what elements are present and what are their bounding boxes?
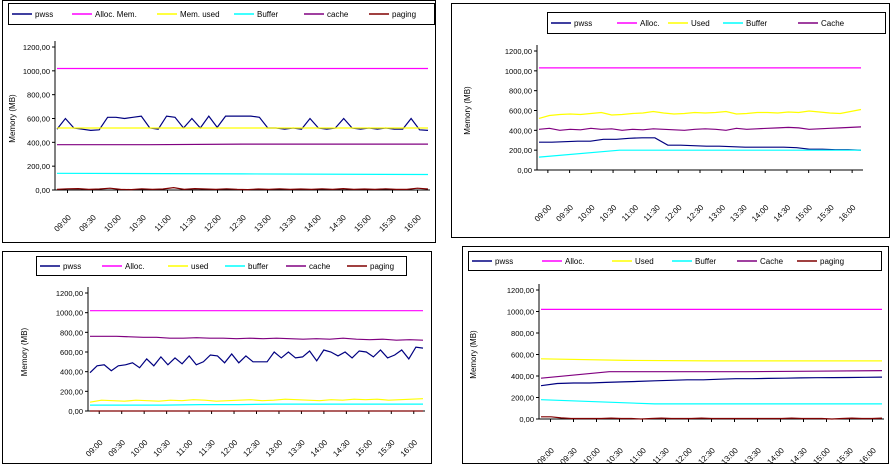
chart-frame — [2, 251, 432, 464]
y-tick-label: 1000,00 — [56, 309, 83, 318]
series-line — [90, 335, 424, 341]
y-tick-label: 400,00 — [60, 368, 83, 377]
series-line — [56, 172, 429, 176]
y-tick-label: 200,00 — [27, 162, 50, 171]
series-line — [540, 376, 883, 387]
y-tick-label: 200,00 — [60, 387, 83, 396]
chart-svg: 0,00 200,00 400,00 600,00 800,00 1000,00 1200,… — [451, 3, 890, 238]
y-axis-label: Memory (MB) — [469, 330, 478, 379]
legend-label: Buffer — [257, 10, 279, 19]
legend-label: Cache — [760, 257, 784, 266]
legend-label: used — [191, 262, 208, 271]
y-tick-label: 800,00 — [27, 91, 50, 100]
y-tick-label: 0,00 — [35, 186, 50, 195]
legend-label: Cache — [821, 19, 845, 28]
legend-label: Alloc. Mem. — [95, 10, 137, 19]
legend-label: Mem. used — [180, 10, 220, 19]
chart-svg: 0,00 200,00 400,00 600,00 800,00 1000,00 1200,… — [2, 251, 432, 464]
y-tick-label: 1000,00 — [23, 67, 50, 76]
chart-panel-top-right: 0,00 200,00 400,00 600,00 800,00 1000,00 1200,… — [451, 3, 890, 238]
legend-label: cache — [309, 262, 331, 271]
series-line — [541, 416, 883, 420]
legend-label: buffer — [248, 262, 269, 271]
series-line — [538, 108, 862, 119]
y-tick-label: 200,00 — [509, 146, 532, 155]
legend-box — [36, 256, 407, 276]
y-tick-label: 800,00 — [509, 87, 532, 96]
y-tick-label: 800,00 — [511, 329, 534, 338]
series-line — [57, 143, 428, 146]
legend-label: Buffer — [746, 19, 768, 28]
legend-label: paging — [392, 10, 416, 19]
chart-frame — [451, 3, 890, 238]
chart-frame — [2, 0, 436, 243]
y-tick-label: 600,00 — [509, 107, 532, 116]
series-line — [539, 137, 862, 151]
y-tick-label: 600,00 — [511, 351, 534, 360]
legend-box — [547, 12, 886, 34]
legend-label: pwss — [63, 262, 81, 271]
legend-label: paging — [820, 257, 844, 266]
legend-label: Alloc. — [640, 19, 660, 28]
legend-label: cache — [327, 10, 349, 19]
chart-panel-top-left: 0,00 200,00 400,00 600,00 800,00 1000,00 1200,… — [2, 0, 436, 243]
legend-label: pwss — [574, 19, 592, 28]
y-tick-label: 1200,00 — [505, 47, 532, 56]
chart-svg: 0,00 200,00 400,00 600,00 800,00 1000,00 1200,… — [462, 246, 889, 467]
y-tick-label: 1200,00 — [23, 43, 50, 52]
y-axis-label: Memory (MB) — [8, 94, 17, 143]
y-tick-label: 0,00 — [68, 407, 83, 416]
series-line — [90, 403, 423, 406]
series-line — [89, 346, 424, 374]
y-tick-label: 1200,00 — [56, 289, 83, 298]
legend-label: Alloc. — [565, 257, 585, 266]
y-tick-label: 1000,00 — [507, 308, 534, 317]
series-line — [89, 398, 424, 403]
y-tick-label: 400,00 — [509, 126, 532, 135]
y-axis-label: Memory (MB) — [20, 327, 29, 376]
chart-svg: 0,00 200,00 400,00 600,00 800,00 1000,00 1200,… — [2, 0, 436, 243]
y-tick-label: 0,00 — [519, 415, 534, 424]
y-tick-label: 400,00 — [511, 372, 534, 381]
y-tick-label: 600,00 — [60, 348, 83, 357]
legend-label: Buffer — [695, 257, 717, 266]
y-tick-label: 0,00 — [517, 166, 532, 175]
chart-frame — [462, 246, 889, 464]
y-tick-label: 800,00 — [60, 328, 83, 337]
chart-panel-bottom-left: 0,00 200,00 400,00 600,00 800,00 1000,00 1200,… — [2, 251, 432, 464]
series-line — [540, 370, 883, 379]
series-line — [56, 186, 429, 191]
legend-label: pwss — [495, 257, 513, 266]
legend-label: pwss — [35, 10, 53, 19]
series-line — [540, 358, 882, 362]
legend-label: Alloc. — [125, 262, 145, 271]
legend-label: paging — [370, 262, 394, 271]
y-tick-label: 400,00 — [27, 138, 50, 147]
series-line — [538, 149, 861, 158]
y-tick-label: 200,00 — [511, 394, 534, 403]
legend-label: Used — [691, 19, 710, 28]
y-tick-label: 600,00 — [27, 115, 50, 124]
y-tick-label: 1200,00 — [507, 286, 534, 295]
series-line — [538, 126, 862, 131]
y-axis-label: Memory (MB) — [463, 86, 472, 135]
y-tick-label: 1000,00 — [505, 67, 532, 76]
chart-panel-bottom-right: 0,00 200,00 400,00 600,00 800,00 1000,00 1200,… — [462, 246, 889, 467]
legend-box — [8, 3, 435, 25]
legend-label: Used — [635, 257, 654, 266]
series-line — [540, 399, 882, 405]
